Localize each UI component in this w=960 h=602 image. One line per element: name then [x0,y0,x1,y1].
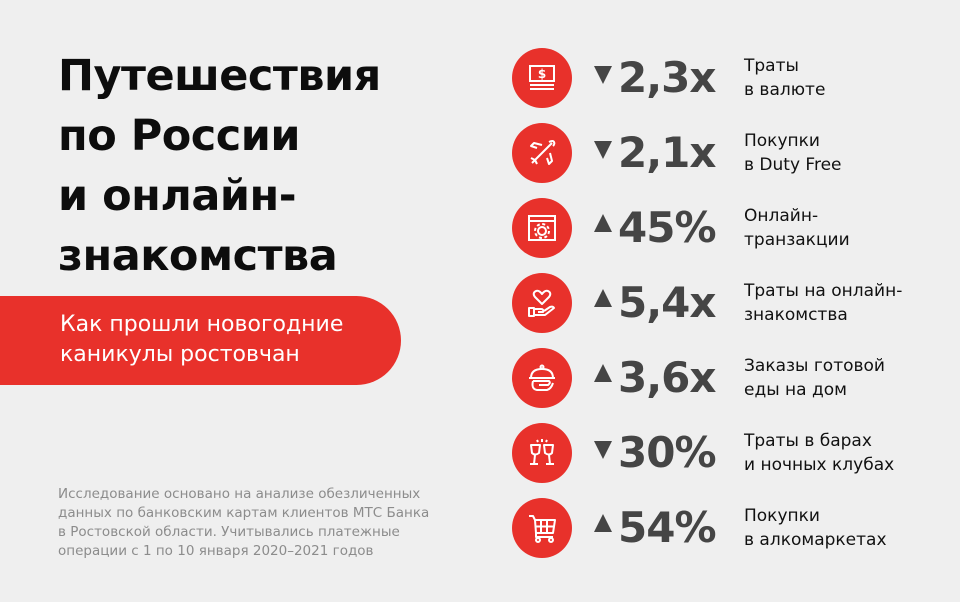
arrow-up-icon [594,514,612,532]
browser-gear-icon [512,198,572,258]
stat-label-line: знакомства [744,305,848,325]
title-line: знакомства [58,231,338,281]
stat-label: Покупки в алкомаркетах [744,504,887,552]
stat-value: 3,6x [618,353,716,402]
title-line: по России [58,111,301,161]
footnote-line: операции с 1 по 10 января 2020–2021 годо… [58,543,374,559]
stat-value: 2,1x [618,128,716,177]
stat-label-line: в алкомаркетах [744,530,887,550]
stat-label-line: транзакции [744,230,850,250]
stat-label-line: Траты в барах [744,431,872,451]
glasses-cheers-icon [512,423,572,483]
stat-value: 54% [618,503,717,552]
stat-label: Траты в барах и ночных клубах [744,429,894,477]
stat-label-line: Заказы готовой [744,356,885,376]
airplane-icon [512,123,572,183]
subtitle-line: каникулы ростовчан [60,342,300,367]
footnote-line: Исследование основано на анализе обезлич… [58,486,421,502]
subtitle-text: Как прошли новогодние каникулы ростовчан [60,310,343,370]
stat-label: Покупки в Duty Free [744,129,842,177]
stat-label: Траты на онлайн- знакомства [744,279,902,327]
stat-label-line: Покупки [744,131,820,151]
arrow-up-icon [594,289,612,307]
stat-label: Онлайн- транзакции [744,204,850,252]
subtitle-banner: Как прошли новогодние каникулы ростовчан [0,296,401,385]
stat-label-line: Онлайн- [744,206,819,226]
stat-row-duty-free: 2,1x Покупки в Duty Free [512,123,952,183]
stat-label-line: Траты [744,56,799,76]
subtitle-line: Как прошли новогодние [60,312,344,337]
stat-label-line: и ночных клубах [744,455,895,475]
stat-row-bars-clubs: 30% Траты в барах и ночных клубах [512,423,952,483]
stat-label: Заказы готовой еды на дом [744,354,885,402]
shopping-cart-icon [512,498,572,558]
arrow-up-icon [594,364,612,382]
page-title: Путешествия по России и онлайн- знакомст… [58,46,381,286]
title-line: и онлайн- [58,171,297,221]
stat-row-currency: $ 2,3x Траты в валюте [512,48,952,108]
stat-label-line: Покупки [744,506,820,526]
arrow-down-icon [594,66,612,84]
stat-label-line: еды на дом [744,380,847,400]
food-cloche-icon [512,348,572,408]
heart-hand-icon [512,273,572,333]
arrow-down-icon [594,441,612,459]
stat-row-food-delivery: 3,6x Заказы готовой еды на дом [512,348,952,408]
money-icon: $ [512,48,572,108]
stat-value: 45% [618,203,717,252]
stat-label-line: в валюте [744,80,826,100]
arrow-down-icon [594,141,612,159]
stat-label: Траты в валюте [744,54,825,102]
stat-value: 30% [618,428,717,477]
footnote-line: данных по банковским картам клиентов МТС… [58,505,430,521]
footnote-line: в Ростовской области. Учитывались платеж… [58,524,400,540]
stat-value: 5,4x [618,278,716,327]
stat-value: 2,3x [618,53,716,102]
stat-row-liquor-stores: 54% Покупки в алкомаркетах [512,498,952,558]
title-line: Путешествия [58,51,381,101]
svg-text:$: $ [538,67,546,81]
footnote: Исследование основано на анализе обезлич… [58,485,478,561]
stat-label-line: в Duty Free [744,155,842,175]
stat-label-line: Траты на онлайн- [744,281,903,301]
arrow-up-icon [594,214,612,232]
stat-row-online-transactions: 45% Онлайн- транзакции [512,198,952,258]
stat-row-online-dating: 5,4x Траты на онлайн- знакомства [512,273,952,333]
